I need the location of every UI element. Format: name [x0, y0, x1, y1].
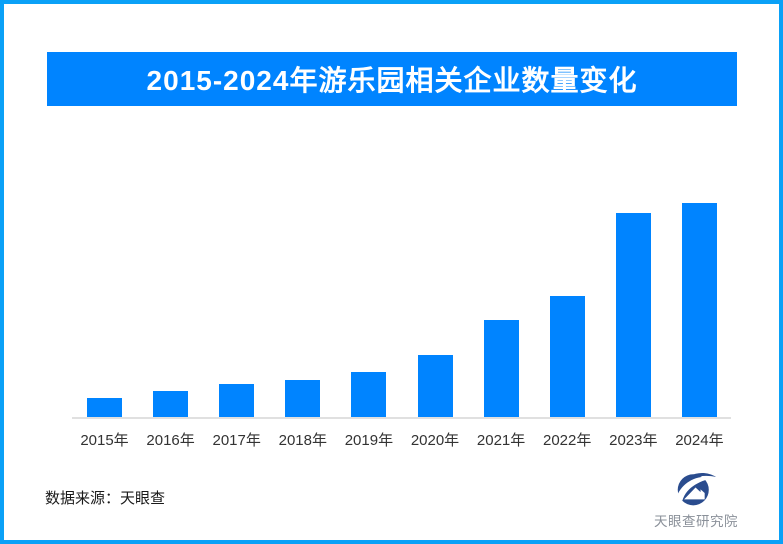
x-tick-label: 2018年: [278, 432, 327, 449]
title-banner: 2015-2024年游乐园相关企业数量变化: [47, 52, 737, 106]
bar-2016年: [153, 391, 189, 418]
x-tick-label: 2023年: [609, 432, 658, 449]
x-axis-line: [72, 417, 731, 419]
x-tick-label: 2017年: [212, 432, 261, 449]
data-source-note: 数据来源：天眼查: [45, 490, 166, 507]
bar-2022年: [549, 296, 585, 418]
x-tick-label: 2020年: [410, 432, 460, 449]
x-tick-label: 2019年: [344, 432, 394, 449]
bar-2015年: [87, 398, 122, 418]
x-tick-label: 2016年: [146, 432, 195, 449]
x-tick-label: 2024年: [675, 432, 724, 449]
bar-2021年: [483, 320, 519, 418]
brand-lockup: 天眼查研究院: [650, 468, 742, 530]
bar-2024年: [681, 203, 717, 418]
bar-2023年: [615, 213, 651, 418]
x-tick-label: 2015年: [80, 432, 129, 449]
x-tick-label: 2022年: [543, 432, 592, 449]
bar-2017年: [219, 384, 255, 418]
brand-name: 天眼查研究院: [654, 514, 738, 529]
bar-2019年: [351, 372, 387, 418]
x-tick-label: 2021年: [476, 432, 526, 449]
chart-title: 2015-2024年游乐园相关企业数量变化: [146, 65, 638, 96]
tianyancha-eye-logo: [676, 473, 717, 506]
bar-2020年: [417, 355, 453, 418]
bar-2018年: [285, 380, 321, 418]
